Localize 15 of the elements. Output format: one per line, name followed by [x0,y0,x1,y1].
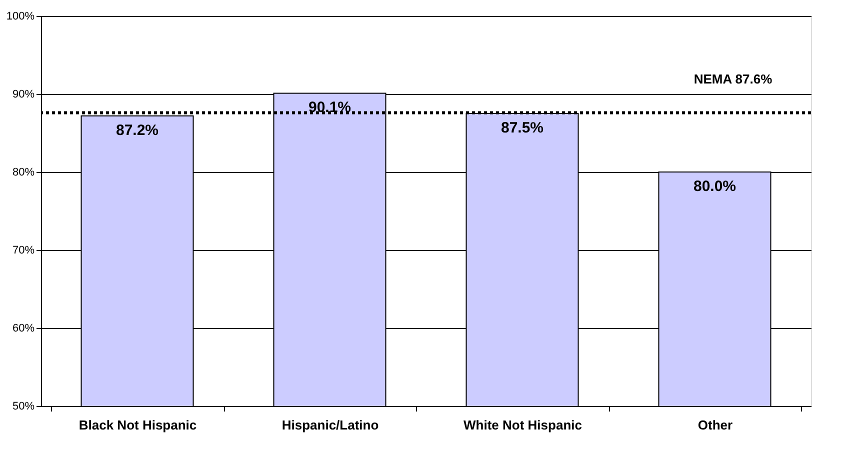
x-tick-label: Hispanic/Latino [282,418,379,432]
x-tick-label: Black Not Hispanic [78,418,197,432]
y-tick-label: 60% [12,322,35,334]
data-label: 90.1% [308,99,352,116]
y-tick-label: 50% [12,400,35,412]
ref-line-label: NEMA 87.6% [694,72,773,87]
data-label: 87.5% [500,120,544,136]
y-tick-label: 100% [6,10,35,22]
y-tick-label: 80% [12,166,35,178]
data-label: 87.2% [116,122,159,139]
data-label: 80.0% [693,178,736,195]
x-tick-label: White Not Hispanic [464,418,582,432]
y-tick-label: 70% [12,244,35,256]
y-tick-label: 90% [12,88,35,100]
x-tick-label: Other [698,418,733,432]
